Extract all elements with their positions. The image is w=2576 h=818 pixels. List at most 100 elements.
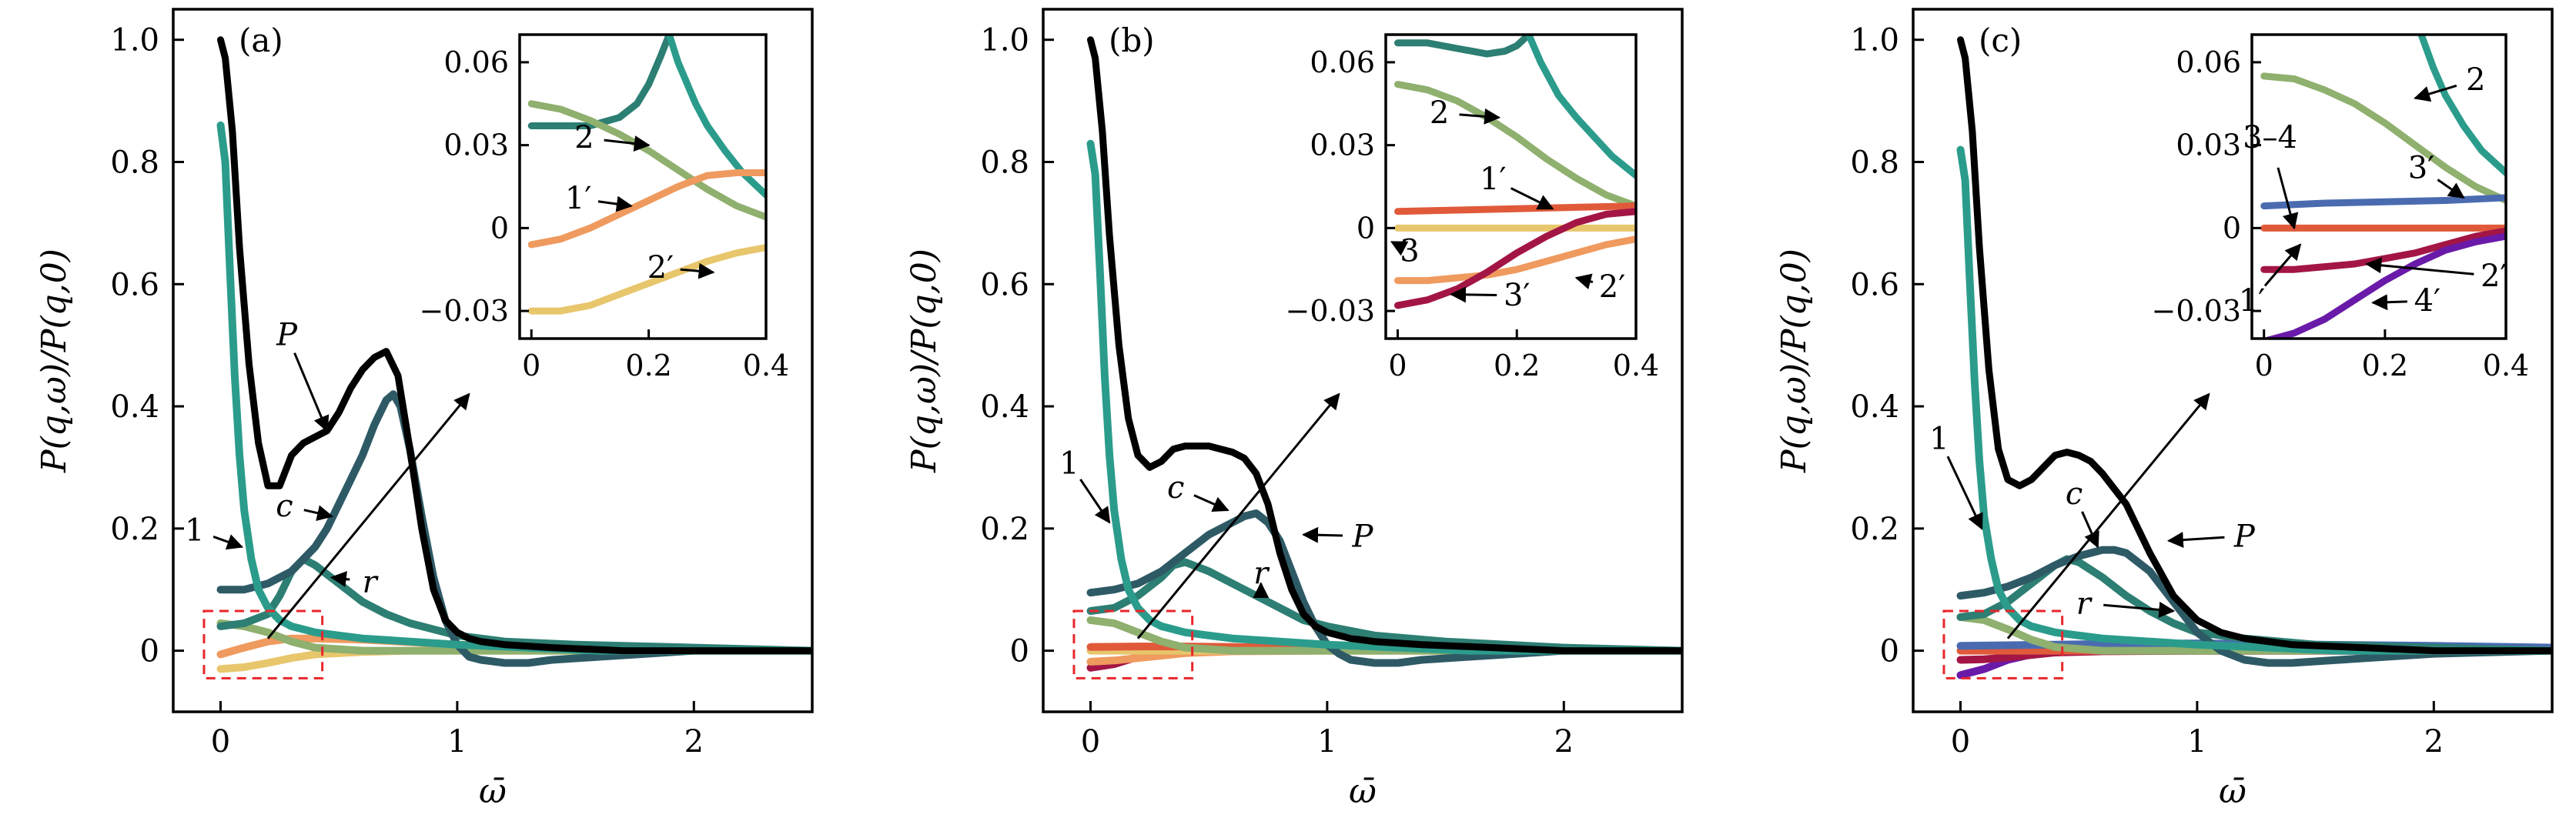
inset-series-2prime-line	[2260, 227, 2506, 273]
series-r-line	[1086, 558, 1682, 655]
inset-annotation-arrow	[2263, 243, 2302, 287]
inset-series-r-line	[1394, 35, 1533, 58]
annotation-arrow	[330, 571, 350, 587]
y-tick-label: 0.2	[110, 512, 159, 547]
inset-x-tick-label: 0.4	[2483, 349, 2529, 382]
annotation-arrow	[2081, 511, 2099, 549]
inset-y-tick-label: −0.03	[420, 294, 509, 328]
series-c-line	[216, 390, 812, 667]
annotation-1: 1	[1059, 446, 1079, 481]
inset-annotation-2prime: 2′	[1599, 269, 1626, 305]
inset-annotation-3-4: 3–4	[2243, 120, 2297, 155]
annotation-arrow	[2103, 601, 2176, 618]
y-axis-label: P(q,ω)/P(q,0)	[1775, 249, 1814, 473]
inset-annotation-arrow	[597, 195, 633, 212]
inset-x-tick-label: 0	[1388, 349, 1407, 382]
y-tick-label: 0	[1010, 634, 1029, 669]
zoom-arrow	[266, 392, 470, 639]
annotation-arrow	[1946, 456, 1983, 530]
inset-x-tick-label: 0.2	[1494, 349, 1540, 382]
inset-series-2-line	[2260, 72, 2506, 204]
inset-y-tick-label: 0.06	[443, 45, 509, 79]
y-tick-label: 0.8	[110, 145, 159, 180]
inset-annotation-arrow	[1510, 187, 1554, 210]
inset-annotation-2: 2	[1430, 95, 1449, 131]
annotation-arrow	[212, 534, 244, 550]
panel-2: 0 1 200.20.40.60.81.0ω̄P(q,ω)/P(q,0)(b)Pcr…	[905, 8, 1684, 811]
inset-y-tick-label: 0.03	[1310, 129, 1375, 162]
inset-annotation-3prime: 3′	[2408, 151, 2435, 186]
annotation-p: P	[1352, 519, 1374, 555]
inset-y-tick-label: 0.06	[2176, 45, 2241, 79]
inset-series-2prime-line	[1394, 235, 1636, 285]
plot-frame	[1042, 8, 1684, 713]
inset-x-tick-label: 0	[522, 349, 540, 382]
inset-series-2prime-line	[527, 244, 766, 315]
zoom-arrow	[1136, 392, 1340, 639]
annotation-p: P	[2233, 519, 2256, 555]
zoom-arrow	[2006, 392, 2210, 639]
annotation-r: r	[363, 565, 380, 600]
inset-frame	[1384, 33, 1638, 340]
inset-y-tick-label: −0.03	[2152, 294, 2241, 328]
x-tick-label: 2	[2424, 724, 2444, 760]
inset-y-tick-label: −0.03	[1286, 294, 1375, 328]
y-tick-label: 0.4	[110, 389, 159, 425]
series-p-line	[1087, 36, 1682, 655]
annotation-arrow	[1302, 526, 1343, 543]
inset-frame	[2250, 33, 2507, 340]
y-tick-label: 0	[140, 634, 159, 669]
inset-y-tick-label: 0.03	[443, 129, 509, 162]
series-c-line	[1086, 509, 1682, 667]
y-tick-label: 0.2	[980, 512, 1029, 547]
inset-annotation-1prime: 1′	[1480, 162, 1507, 197]
annotation-1: 1	[1929, 422, 1949, 457]
inset-y-tick-label: 0.06	[1310, 45, 1375, 79]
inset-series-3prime-line	[2260, 194, 2506, 210]
y-tick-label: 0.8	[1850, 145, 1899, 180]
y-tick-label: 1.0	[110, 23, 159, 58]
y-tick-label: 1.0	[980, 23, 1029, 58]
annotation-p: P	[276, 318, 298, 353]
annotation-arrow	[1079, 479, 1111, 524]
plot-frame	[1912, 8, 2554, 713]
x-axis-label: ω̄	[1349, 772, 1377, 811]
series-r-line	[216, 555, 812, 655]
inset: 0 0.2 0.4 −0.03 0 0.03 0.06 2 1′ 3 3′ 2′	[1286, 33, 1659, 382]
y-tick-label: 0.6	[980, 267, 1029, 302]
inset-x-tick-label: 0.2	[2362, 349, 2408, 382]
inset-y-tick-label: 0	[1357, 211, 1375, 245]
inset-annotation-arrow	[680, 262, 715, 279]
inset-x-tick-label: 0	[2255, 349, 2273, 382]
x-tick-label: 1	[447, 724, 467, 760]
panel-3: 0 1 2 0 0.2 0.4 0.6 0.8 1.0 ω̄ P(q,ω)/P(q,0) (c) Pc r…	[1775, 8, 2554, 811]
inset-series-2-line	[1394, 81, 1636, 210]
y-tick-label: 0.6	[1850, 267, 1899, 302]
inset-annotation-2prime: 2′	[647, 250, 674, 285]
panel-label: (c)	[1979, 22, 2022, 59]
y-axis-label: P(q,ω)/P(q,0)	[905, 249, 944, 473]
x-tick-label: 0	[1081, 724, 1100, 760]
annotation-c: c	[1167, 470, 1184, 506]
y-tick-label: 1.0	[1850, 23, 1899, 58]
y-tick-label: 0.6	[110, 267, 159, 302]
inset-annotation-arrow	[1459, 108, 1501, 125]
annotation-c: c	[2066, 476, 2083, 512]
inset-series-4prime-line	[2262, 232, 2506, 339]
inset-annotation-arrow	[2277, 167, 2299, 230]
inset-annotation-2: 2	[2466, 62, 2485, 98]
inset-series-1prime-line	[527, 169, 766, 249]
y-tick-label: 0.8	[980, 145, 1029, 180]
inset-annotation-1prime: 1′	[2239, 283, 2266, 319]
annotation-c: c	[276, 489, 293, 524]
plot-frame	[172, 8, 814, 713]
inset-annotation-arrow	[2414, 84, 2457, 102]
inset-x-tick-label: 0.4	[743, 349, 789, 382]
y-tick-label: 0.2	[1850, 512, 1899, 547]
inset-series-r-line	[527, 35, 673, 129]
inset-annotation-4prime: 4′	[2414, 283, 2441, 319]
inset-annotation-arrow	[1574, 273, 1594, 289]
series-1-line	[1086, 139, 1682, 655]
inset-annotation-2prime: 2′	[2481, 259, 2507, 294]
